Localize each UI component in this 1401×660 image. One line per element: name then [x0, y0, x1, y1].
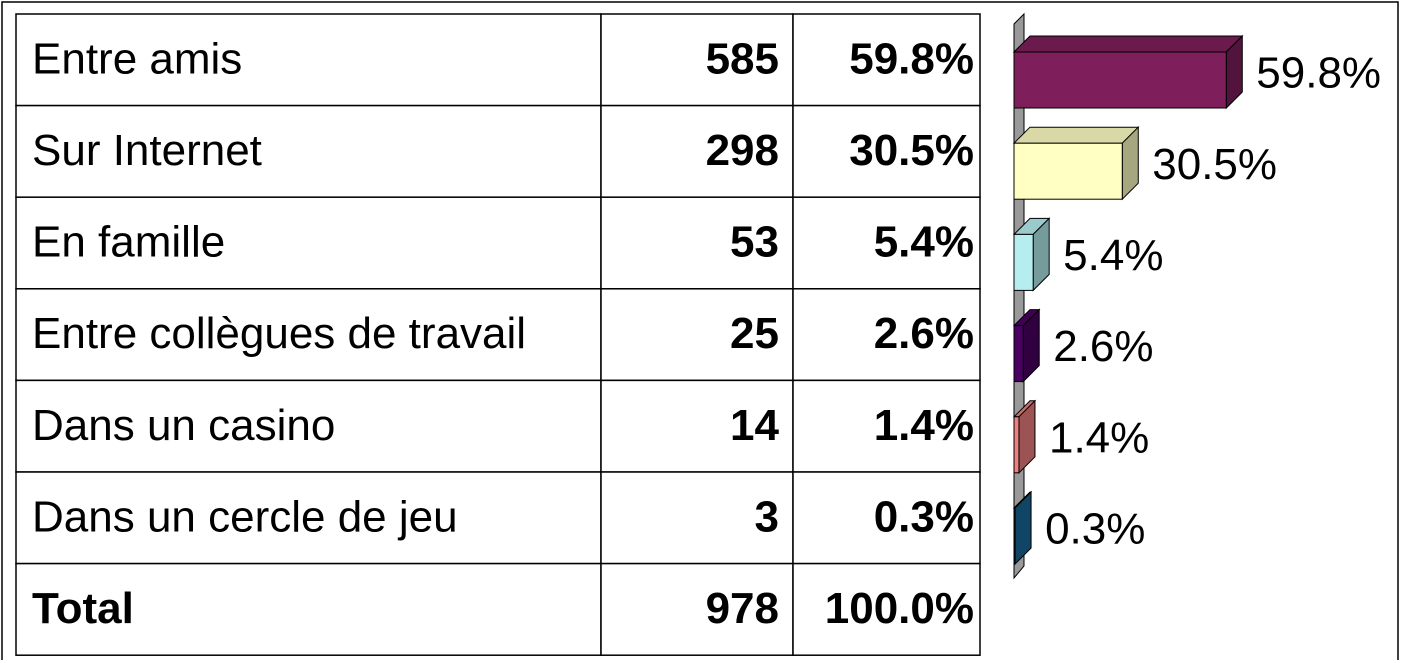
- row-percent: 5.4%: [874, 218, 974, 267]
- row-label: Sur Internet: [32, 126, 262, 175]
- row-label: Entre collègues de travail: [32, 309, 526, 358]
- table-cell: [600, 471, 794, 565]
- row-count: 14: [730, 401, 779, 450]
- bar: [1012, 217, 1051, 292]
- bar-label: 59.8%: [1256, 49, 1381, 98]
- row-count: 585: [706, 34, 779, 83]
- bar-front: [1013, 233, 1034, 291]
- bar: [1012, 308, 1041, 383]
- row-percent: 100.0%: [825, 584, 974, 633]
- bar-front: [1013, 51, 1227, 109]
- bar-front: [1013, 325, 1024, 383]
- bar-label: 5.4%: [1063, 231, 1163, 280]
- row-count: 53: [730, 218, 779, 267]
- bar-label: 30.5%: [1152, 140, 1277, 189]
- bar: [1012, 399, 1037, 475]
- table-cell: [15, 379, 602, 473]
- bar: [1012, 125, 1140, 201]
- row-label: Total: [32, 584, 134, 633]
- row-count: 3: [755, 492, 779, 541]
- row-percent: 2.6%: [874, 309, 974, 358]
- row-label: Entre amis: [32, 34, 242, 83]
- row-percent: 0.3%: [874, 492, 974, 541]
- row-label: En famille: [32, 218, 225, 267]
- table-cell: [792, 562, 981, 656]
- table-cell: [15, 104, 602, 198]
- table-cell: [15, 196, 602, 290]
- table-cell: [15, 471, 602, 565]
- row-count: 298: [706, 126, 779, 175]
- table-cell: [792, 471, 981, 565]
- row-count: 25: [730, 309, 779, 358]
- table-cell: [600, 196, 794, 290]
- table-cell: [15, 13, 602, 107]
- table-cell: [792, 196, 981, 290]
- table-cell: [792, 104, 981, 198]
- bar-label: 0.3%: [1045, 505, 1145, 554]
- bar-top: [1012, 35, 1244, 53]
- row-label: Dans un cercle de jeu: [32, 492, 458, 541]
- table-cell: [792, 379, 981, 473]
- row-percent: 30.5%: [849, 126, 974, 175]
- bar: [1012, 490, 1033, 566]
- bar-label: 2.6%: [1053, 322, 1153, 371]
- bar-top: [1012, 126, 1140, 144]
- row-label: Dans un casino: [32, 401, 335, 450]
- bar: [1012, 34, 1244, 110]
- row-percent: 59.8%: [849, 34, 974, 83]
- table-cell: [600, 562, 794, 656]
- bar-front: [1013, 507, 1016, 565]
- bar-front: [1013, 416, 1020, 474]
- row-count: 978: [706, 584, 779, 633]
- table-cell: [792, 13, 981, 107]
- row-percent: 1.4%: [874, 401, 974, 450]
- table-cell: [600, 13, 794, 107]
- table-cell: [15, 562, 602, 656]
- table-cell: [792, 288, 981, 382]
- bar-label: 1.4%: [1049, 413, 1149, 462]
- bar-front: [1013, 142, 1123, 200]
